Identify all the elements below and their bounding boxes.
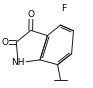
- Text: O: O: [2, 38, 9, 47]
- Text: F: F: [61, 4, 66, 13]
- Text: NH: NH: [11, 58, 25, 67]
- Text: O: O: [28, 10, 35, 19]
